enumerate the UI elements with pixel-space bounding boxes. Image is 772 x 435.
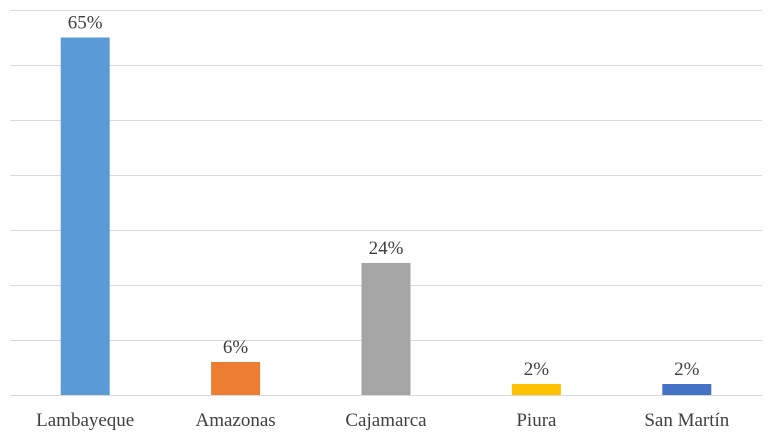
data-label: 6%	[223, 337, 249, 358]
data-label: 2%	[674, 359, 700, 380]
x-tick-label: Cajamarca	[345, 410, 427, 431]
data-labels: 65% 6% 24% 2% 2%	[68, 13, 700, 381]
x-tick-labels: Lambayeque Amazonas Cajamarca Piura San Mart…	[36, 410, 730, 431]
data-label: 65%	[68, 13, 103, 34]
bar-san-mart-n	[662, 384, 712, 395]
bar-piura	[511, 384, 561, 395]
bar-lambayeque	[60, 37, 110, 395]
bars	[60, 37, 712, 395]
x-tick-label: Lambayeque	[36, 410, 134, 431]
x-tick-label: Amazonas	[195, 410, 275, 431]
x-tick-label: San Martín	[644, 410, 729, 431]
bar-cajamarca	[361, 263, 411, 395]
x-tick-label: Piura	[516, 410, 557, 431]
data-label: 24%	[369, 238, 404, 259]
data-label: 2%	[524, 359, 550, 380]
bar-amazonas	[211, 362, 261, 395]
